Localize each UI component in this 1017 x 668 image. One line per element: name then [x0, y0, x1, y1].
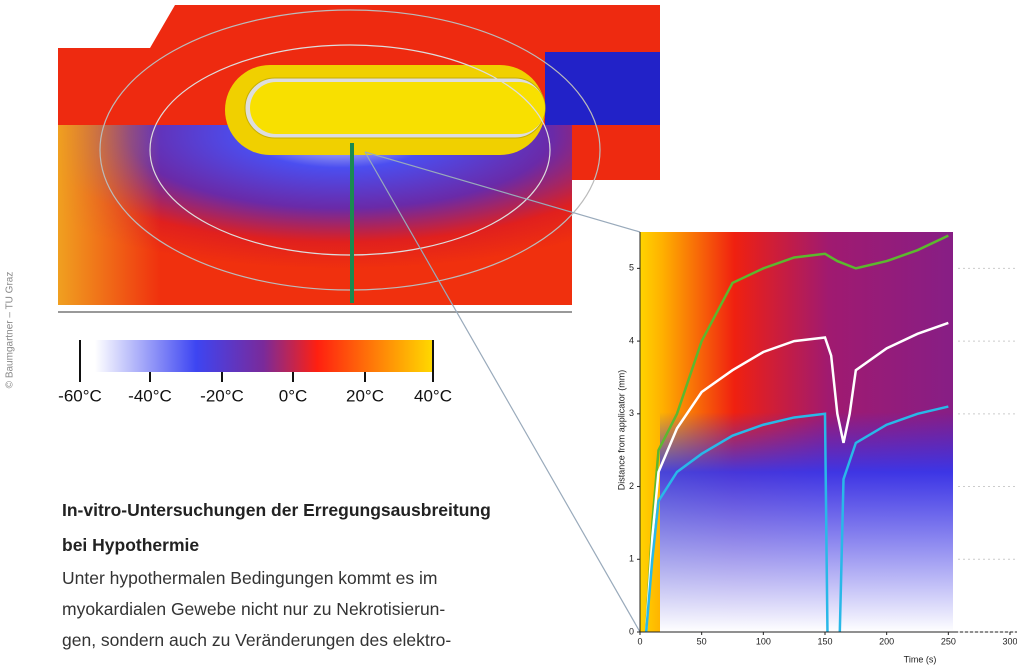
y-tick-label: 5 [629, 263, 634, 273]
y-tick-label: 1 [629, 554, 634, 564]
x-axis-label: Time (s) [904, 654, 937, 664]
x-tick-label: 150 [817, 636, 832, 646]
page: {"credit": "© Baumgartner – TU Graz", "c… [0, 0, 1017, 668]
x-tick-label: 300 [1002, 636, 1017, 646]
page-body: © Baumgartner – TU Graz -60°C -40°C -20°C 0… [0, 0, 1017, 668]
y-tick-label: 4 [629, 335, 634, 345]
y-axis-label: Distance from applicator (mm) [616, 370, 626, 491]
y-tick-label: 3 [629, 408, 634, 418]
x-tick-label: 250 [941, 636, 956, 646]
caption-body: myokardialen Gewebe nicht nur zu Nekroti… [62, 599, 445, 620]
colorbar [80, 340, 433, 382]
caption-title: In-vitro-Untersuchungen der Erregungsaus… [62, 500, 491, 521]
colorbar-label: -20°C [200, 386, 244, 405]
x-tick-label: 0 [637, 636, 642, 646]
x-tick-label: 200 [879, 636, 894, 646]
y-tick-label: 2 [629, 481, 634, 491]
simulation [58, 5, 660, 312]
colorbar-label: 0°C [279, 386, 308, 405]
caption-title: bei Hypothermie [62, 535, 199, 556]
credit: © Baumgartner – TU Graz [5, 272, 16, 389]
heatmap [640, 232, 1017, 632]
colorbar-label: 20°C [346, 386, 384, 405]
colorbar-label: -60°C [58, 386, 102, 405]
caption-body: Unter hypothermalen Bedingungen kommt es… [62, 568, 437, 589]
colorbar-label: -40°C [128, 386, 172, 405]
colorbar-label: 40°C [414, 386, 452, 405]
x-tick-label: 50 [697, 636, 707, 646]
y-tick-label: 0 [629, 626, 634, 636]
x-tick-label: 100 [756, 636, 771, 646]
caption-body: gen, sondern auch zu Veränderungen des e… [62, 630, 451, 651]
